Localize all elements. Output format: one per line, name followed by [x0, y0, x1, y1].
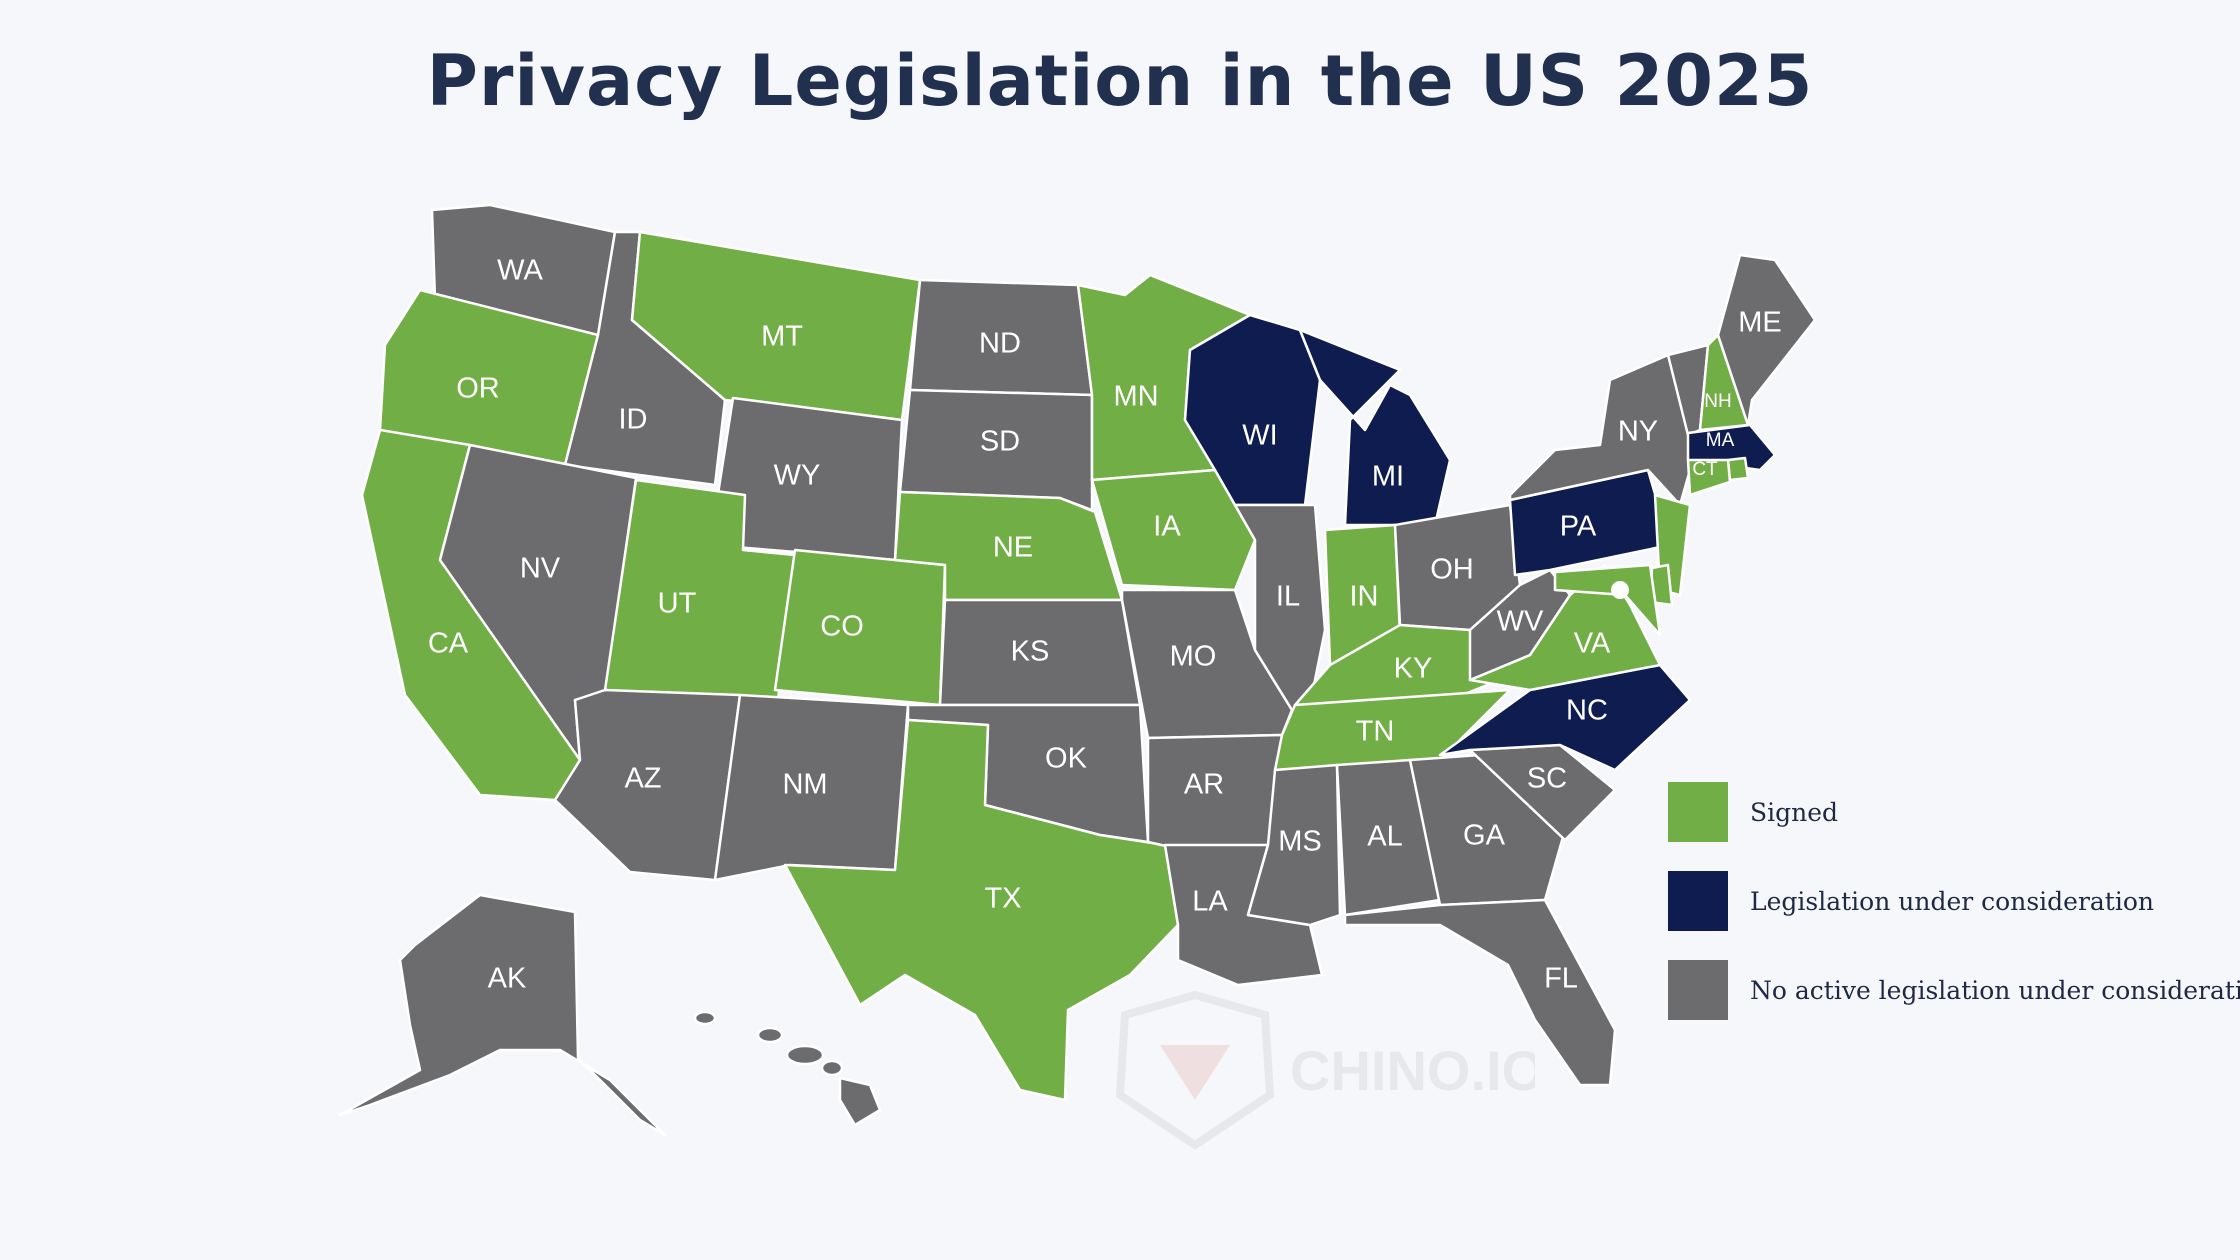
- state-tn[interactable]: [1273, 688, 1512, 772]
- label-ga: GA: [1463, 820, 1506, 852]
- label-ny: NY: [1618, 416, 1658, 448]
- label-sc: SC: [1527, 763, 1567, 795]
- label-ne: NE: [993, 532, 1033, 564]
- state-ct[interactable]: [1686, 458, 1732, 497]
- label-va: VA: [1574, 628, 1611, 660]
- state-wv[interactable]: [1468, 568, 1572, 682]
- legend-label-none: No active legislation under consideratio…: [1750, 975, 2240, 1005]
- page-title: Privacy Legislation in the US 2025: [426, 40, 1814, 122]
- label-ms: MS: [1278, 826, 1322, 858]
- label-mt: MT: [761, 321, 803, 353]
- label-co: CO: [820, 611, 864, 643]
- state-mi[interactable]: [1298, 328, 1452, 527]
- label-ca: CA: [428, 628, 469, 660]
- label-ks: KS: [1011, 636, 1050, 668]
- label-az: AZ: [624, 763, 661, 795]
- legend-swatch-none: [1668, 960, 1728, 1020]
- state-hi[interactable]: [693, 1010, 882, 1127]
- label-me: ME: [1738, 307, 1782, 339]
- state-fl[interactable]: [1343, 898, 1617, 1087]
- label-ak: AK: [488, 963, 527, 995]
- label-il: IL: [1276, 581, 1300, 613]
- label-wi: WI: [1242, 420, 1277, 452]
- label-tx: TX: [984, 883, 1021, 915]
- label-ma: MA: [1706, 430, 1735, 451]
- legend-swatch-signed: [1668, 782, 1728, 842]
- label-mo: MO: [1170, 641, 1217, 673]
- label-pa: PA: [1560, 511, 1597, 543]
- state-md[interactable]: [1553, 563, 1662, 637]
- label-ar: AR: [1184, 769, 1224, 801]
- label-nm: NM: [782, 769, 827, 801]
- label-ia: IA: [1153, 511, 1181, 543]
- legend-item-under-consideration: Legislation under consideration: [1668, 871, 2240, 931]
- legend-label-under-consideration: Legislation under consideration: [1750, 886, 2154, 916]
- state-ia[interactable]: [1090, 468, 1257, 592]
- legend-swatch-under-consideration: [1668, 871, 1728, 931]
- label-or: OR: [456, 373, 500, 405]
- label-ut: UT: [658, 588, 697, 620]
- label-la: LA: [1192, 886, 1228, 918]
- label-fl: FL: [1544, 963, 1578, 995]
- legend-item-signed: Signed: [1668, 782, 2240, 842]
- legend-item-none: No active legislation under consideratio…: [1668, 960, 2240, 1020]
- label-nc: NC: [1566, 695, 1608, 727]
- label-in: IN: [1350, 581, 1379, 613]
- state-ga[interactable]: [1408, 753, 1567, 907]
- dc-marker: [1611, 581, 1629, 599]
- legend: Signed Legislation under consideration N…: [1668, 782, 2240, 1049]
- label-id: ID: [619, 404, 648, 436]
- label-wv: WV: [1497, 606, 1544, 638]
- label-wy: WY: [774, 460, 821, 492]
- label-mn: MN: [1113, 381, 1158, 413]
- label-nv: NV: [520, 553, 561, 585]
- state-ak[interactable]: [338, 893, 667, 1137]
- label-oh: OH: [1430, 554, 1474, 586]
- label-mi: MI: [1372, 461, 1404, 493]
- label-ky: KY: [1394, 653, 1433, 685]
- label-nh: NH: [1704, 391, 1731, 412]
- watermark-logo: CHINO.IO: [1115, 985, 1545, 1160]
- label-ct: CT: [1692, 459, 1718, 480]
- label-wa: WA: [497, 255, 543, 287]
- label-sd: SD: [980, 426, 1020, 458]
- legend-label-signed: Signed: [1750, 797, 1839, 827]
- state-tx[interactable]: [783, 718, 1180, 1102]
- label-tn: TN: [1356, 716, 1395, 748]
- state-ri[interactable]: [1726, 456, 1750, 482]
- watermark-text: CHINO.IO: [1290, 1039, 1535, 1102]
- label-al: AL: [1367, 821, 1402, 853]
- label-nd: ND: [979, 328, 1021, 360]
- label-ok: OK: [1045, 743, 1088, 775]
